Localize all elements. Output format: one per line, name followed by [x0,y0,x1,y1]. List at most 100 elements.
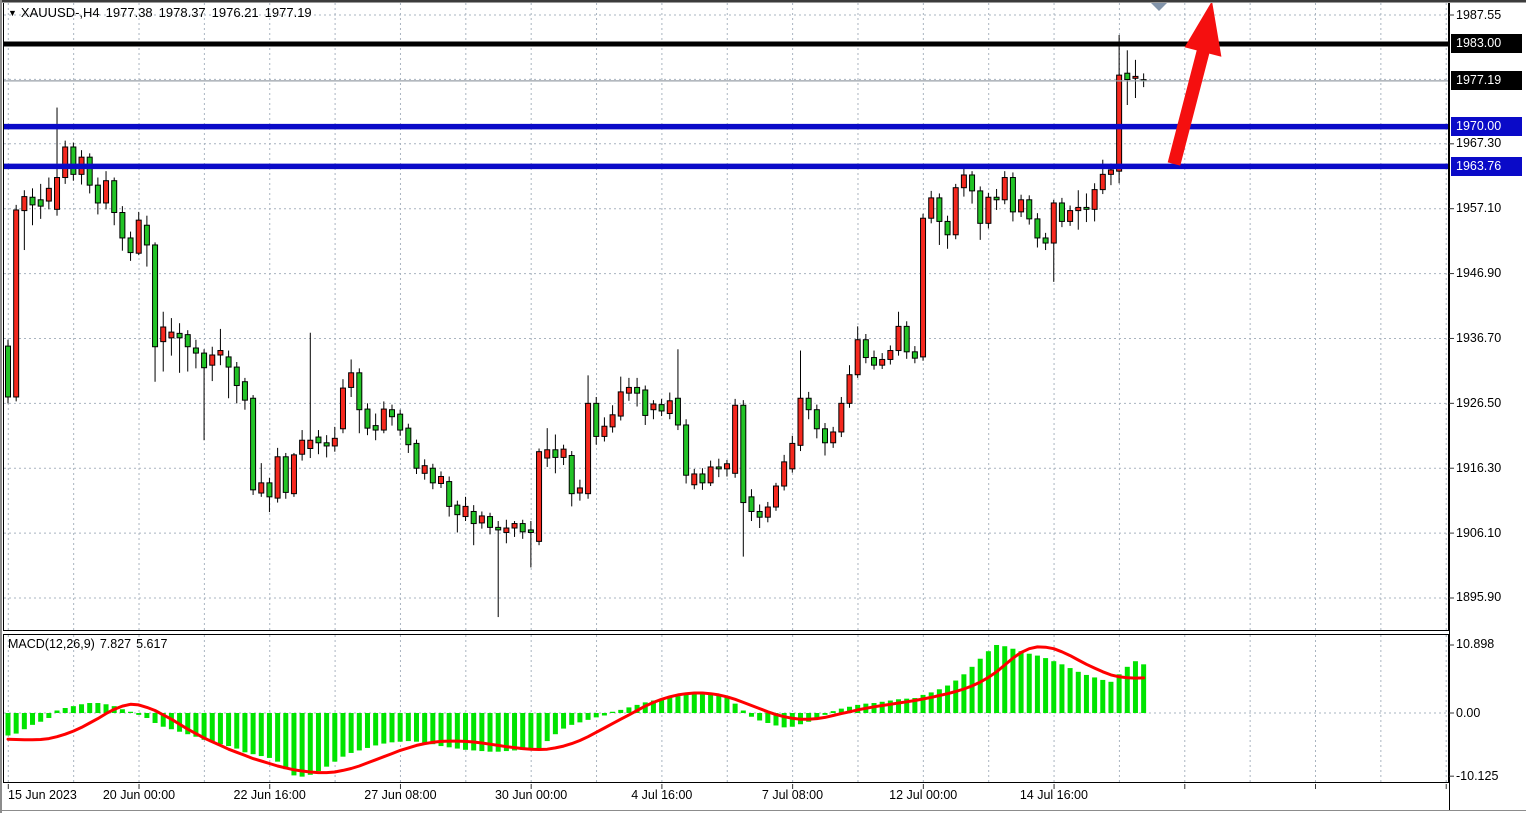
window-left-border [0,0,2,813]
price-tick-label: 1957.10 [1456,201,1502,216]
chart-shift-marker[interactable] [1151,3,1167,11]
macd-histogram-bar [691,694,697,713]
macd-histogram-bar [381,713,387,744]
candle-bullish [438,475,445,484]
macd-histogram-bar [961,674,967,713]
macd-histogram-bar [414,713,419,742]
candle-bearish [364,408,371,429]
price-badge: 1963.76 [1451,156,1522,176]
macd-histogram-bar [1132,661,1138,713]
candle-bullish [601,425,608,437]
candle-bullish [45,187,52,202]
macd-histogram-bar [561,713,567,729]
macd-histogram-bar [708,694,714,713]
candle-bullish [258,482,265,494]
macd-histogram-bar [487,713,493,752]
macd-histogram-bar [920,694,926,713]
candle-bearish [176,332,183,339]
macd-histogram-bar [495,713,501,752]
candle-bullish [772,485,779,508]
candle-bearish [315,436,322,444]
candle-bullish [1050,202,1057,244]
time-tick-label: 22 Jun 16:00 [233,788,306,802]
macd-tick-label: -10.125 [1456,768,1499,783]
macd-histogram-bar [283,713,289,770]
candle-bullish [307,439,314,450]
macd-histogram-bar [397,713,403,742]
macd-histogram-bar [70,706,76,713]
candle-bullish [1001,177,1008,201]
macd-histogram-bar [1116,674,1122,713]
macd-histogram-bar [593,713,599,718]
macd-histogram-bar [389,713,395,743]
candle-bullish [503,527,510,533]
macd-histogram-bar [217,713,223,745]
macd-histogram-bar [21,713,27,730]
macd-histogram-bar [446,713,452,748]
macd-histogram-bar [324,713,330,767]
candle-bullish [421,465,428,474]
macd-histogram-bar [5,713,11,736]
candle-bearish [94,184,101,204]
macd-histogram-bar [512,713,518,751]
macd-histogram-bar [585,713,591,720]
macd-histogram-bar [569,713,575,725]
macd-histogram-bar [177,713,183,732]
candle-bearish [993,196,1000,201]
price-tick-label: 1916.30 [1456,460,1502,475]
macd-histogram-bar [544,713,550,742]
macd-histogram-bar [789,713,795,727]
macd-histogram-bar [152,713,158,723]
macd-histogram-bar [618,709,624,713]
candle-bullish [274,456,281,499]
price-axis[interactable]: 1987.55 1967.30 1957.10 1946.90 1936.70 1926.… [1450,0,1526,813]
macd-histogram-bar [659,698,665,713]
candle-bullish [1067,210,1074,222]
candle-bullish [1132,75,1139,79]
macd-histogram-bar [479,713,485,752]
macd-histogram-bar [201,713,207,740]
price-tick-label: 1987.55 [1456,7,1502,22]
macd-histogram-bar [675,696,681,713]
candle-bearish [127,237,134,254]
price-badge: 1970.00 [1451,117,1522,137]
candle-bullish [1107,169,1114,175]
macd-histogram-bar [610,711,616,713]
candle-bearish [192,347,199,354]
candle-bullish [732,404,739,474]
candle-bearish [429,467,436,484]
macd-histogram-bar [373,713,379,746]
macd-histogram-bar [732,703,738,713]
candle-bullish [380,408,387,431]
price-panel-border [3,2,1449,631]
macd-histogram-bar [773,713,779,726]
candle-bearish [911,351,918,359]
symbol-dropdown-icon[interactable]: ▼ [8,8,17,18]
candle-bearish [119,212,126,239]
candle-bearish [250,397,257,491]
macd-histogram-bar [348,713,354,753]
candle-bullish [1018,199,1025,213]
candle-bearish [944,220,951,236]
candle-bullish [168,331,175,339]
macd-histogram-bar [667,697,673,713]
candle-bearish [903,325,910,353]
candle-bullish [666,400,673,415]
candle-bullish [135,219,142,254]
candle-bearish [70,146,77,175]
macd-histogram-bar [936,689,942,713]
macd-histogram-bar [1026,653,1032,713]
macd-histogram-bar [740,710,746,713]
candle-bearish [1034,218,1041,239]
macd-histogram-bar [928,692,934,713]
macd-histogram-bar [471,713,477,751]
candle-bullish [707,466,714,484]
time-axis[interactable]: 15 Jun 2023 20 Jun 00:00 22 Jun 16:00 27 Ju… [0,784,1449,810]
macd-histogram-bar [226,713,232,747]
macd-histogram-bar [1059,664,1065,713]
trend-arrow-annotation[interactable] [1167,1,1222,166]
candle-bearish [642,389,649,416]
candle-bearish [658,404,665,412]
candle-bullish [920,217,927,358]
